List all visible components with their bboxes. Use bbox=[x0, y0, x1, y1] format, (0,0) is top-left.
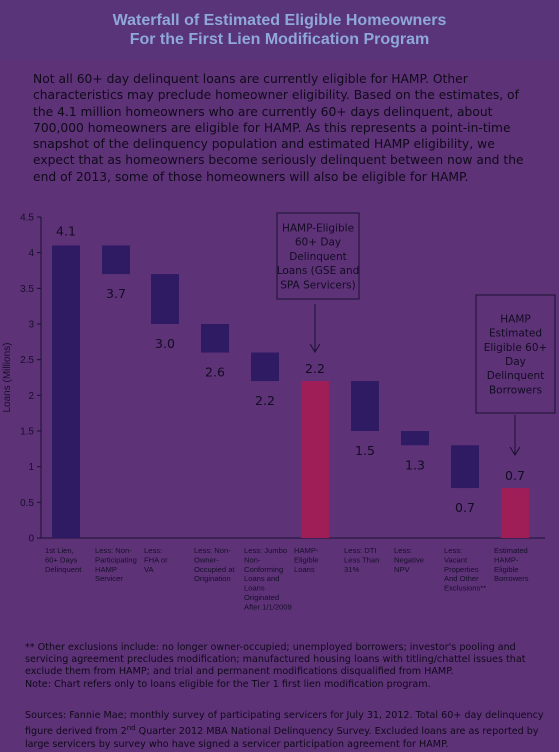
y-tick-label: 3.5 bbox=[20, 284, 34, 295]
x-category-label-4: Occupied at bbox=[194, 565, 235, 574]
x-category-label-6: Loans bbox=[294, 565, 315, 574]
x-category-label-1: 60+ Days bbox=[45, 555, 77, 564]
bar-7 bbox=[351, 381, 379, 431]
bar-2 bbox=[102, 245, 130, 275]
annotation-text-2: Estimated bbox=[489, 328, 542, 340]
annotation-box-2 bbox=[475, 294, 556, 414]
y-tick-label: 0.5 bbox=[20, 498, 34, 509]
x-category-label-2: Less: Non- bbox=[95, 546, 132, 555]
x-category-label-5: Less: Jumbo bbox=[244, 546, 287, 555]
y-tick-label: 1.5 bbox=[20, 427, 34, 438]
y-axis-label: Loans (Millions) bbox=[2, 342, 13, 412]
chart-title-line-1: Waterfall of Estimated Eligible Homeowne… bbox=[112, 12, 447, 29]
x-category-label-8: Less: bbox=[394, 546, 412, 555]
annotation-text-2: Delinquent bbox=[487, 370, 545, 382]
y-tick-label: 1 bbox=[28, 462, 34, 473]
x-category-label-3: VA bbox=[144, 565, 155, 574]
y-tick-label: 4 bbox=[28, 248, 34, 259]
x-category-label-9: And Other bbox=[444, 574, 479, 583]
x-category-label-1: Delinquent bbox=[45, 565, 82, 574]
y-tick-label: 0 bbox=[28, 534, 34, 545]
x-category-label-5: Originated bbox=[244, 593, 279, 602]
data-label-6: 2.2 bbox=[305, 361, 325, 376]
annotation-text-1: 60+ Day bbox=[295, 237, 341, 249]
title-band bbox=[0, 0, 559, 60]
chart-title-line-2: For the First Lien Modification Program bbox=[129, 31, 430, 48]
annotation-arrowhead-1 bbox=[309, 343, 321, 353]
data-label-5: 2.2 bbox=[255, 393, 275, 408]
x-category-label-5: Loans bbox=[244, 584, 265, 593]
intro-paragraph: Not all 60+ day delinquent loans are cur… bbox=[33, 72, 524, 184]
x-category-label-6: HAMP- bbox=[294, 546, 319, 555]
x-category-label-10: Eligible bbox=[494, 565, 518, 574]
data-label-1: 4.1 bbox=[56, 224, 76, 239]
footer-notes: ** Other exclusions include: no longer o… bbox=[25, 642, 545, 691]
data-label-9: 0.7 bbox=[455, 500, 475, 515]
data-label-10: 0.7 bbox=[505, 468, 525, 483]
bar-1 bbox=[52, 245, 80, 538]
x-category-label-10: Estimated bbox=[494, 546, 528, 555]
x-category-label-9: Properties bbox=[444, 565, 479, 574]
x-category-label-2: Servicer bbox=[95, 574, 123, 583]
x-category-label-10: Borrowers bbox=[494, 574, 529, 583]
data-label-3: 3.0 bbox=[155, 336, 175, 351]
x-category-label-5: After 1/1/2009 bbox=[244, 602, 292, 611]
x-category-label-9: Less: bbox=[444, 546, 462, 555]
chart-note: Note: Chart refers only to loans eligibl… bbox=[25, 678, 431, 690]
x-category-label-3: FHA or bbox=[144, 555, 168, 564]
x-category-label-9: Vacant bbox=[444, 555, 468, 564]
bar-5 bbox=[251, 352, 279, 382]
annotation-box-1 bbox=[276, 212, 360, 300]
y-tick-label: 2 bbox=[28, 391, 34, 402]
x-category-label-4: Less: Non- bbox=[194, 546, 231, 555]
x-category-label-4: Origination bbox=[194, 574, 231, 583]
x-category-label-5: Conforming bbox=[244, 565, 283, 574]
x-category-label-5: Loans and bbox=[244, 574, 279, 583]
sources-note: Sources: Fannie Mae; monthly survey of p… bbox=[25, 710, 545, 751]
x-category-label-7: 31% bbox=[344, 565, 359, 574]
bar-9 bbox=[451, 445, 479, 489]
x-category-label-5: Non- bbox=[244, 555, 261, 564]
annotation-text-2: Day bbox=[505, 356, 526, 368]
x-category-label-3: Less: bbox=[144, 546, 162, 555]
x-category-label-8: NPV bbox=[394, 565, 411, 574]
exclusions-note: ** Other exclusions include: no longer o… bbox=[25, 642, 526, 678]
sources-text-2: Quarter 2012 MBA National Delinquency Su… bbox=[25, 726, 539, 750]
y-tick-label: 4.5 bbox=[20, 213, 34, 224]
annotation-text-1: SPA Servicers) bbox=[280, 279, 356, 291]
bar-6 bbox=[301, 381, 329, 538]
annotation-arrowhead-2 bbox=[509, 446, 521, 456]
y-tick-label: 3 bbox=[28, 320, 34, 331]
bar-4 bbox=[201, 324, 229, 353]
waterfall-chart: 0 0.5 1 1.5 2 2.5 3 3.5 4 4.5 Loans (Millions) 4.1 3… bbox=[2, 212, 556, 611]
bar-3 bbox=[151, 274, 179, 324]
annotation-text-2: Eligible 60+ bbox=[484, 342, 548, 354]
x-category-label-9: Exclusions** bbox=[444, 584, 486, 593]
annotation-text-1: Loans (GSE and bbox=[277, 265, 360, 277]
data-label-4: 2.6 bbox=[205, 365, 225, 380]
sources-superscript: nd bbox=[126, 724, 136, 733]
bar-8 bbox=[401, 431, 429, 446]
annotation-text-1: Delinquent bbox=[289, 251, 347, 263]
annotation-text-2: HAMP bbox=[500, 313, 530, 325]
x-category-label-1: 1st Lien, bbox=[45, 546, 74, 555]
data-label-8: 1.3 bbox=[405, 457, 425, 472]
x-category-label-7: Less Than bbox=[344, 555, 379, 564]
sources-text-1: Sources: Fannie Mae; monthly survey of p… bbox=[25, 710, 544, 738]
x-category-label-2: Participating bbox=[95, 555, 137, 564]
y-tick-label: 2.5 bbox=[20, 355, 34, 366]
x-category-label-2: HAMP bbox=[95, 565, 117, 574]
x-category-label-7: Less: DTI bbox=[344, 546, 377, 555]
x-category-label-8: Negative bbox=[394, 555, 424, 564]
annotation-text-1: HAMP-Eligible bbox=[282, 223, 354, 235]
annotation-text-2: Borrowers bbox=[489, 384, 542, 396]
x-category-label-6: Eligible bbox=[294, 555, 318, 564]
x-category-label-4: Owner- bbox=[194, 555, 219, 564]
bar-10 bbox=[501, 488, 529, 538]
data-label-7: 1.5 bbox=[355, 443, 375, 458]
x-category-label-10: HAMP- bbox=[494, 555, 519, 564]
data-label-2: 3.7 bbox=[106, 286, 126, 301]
